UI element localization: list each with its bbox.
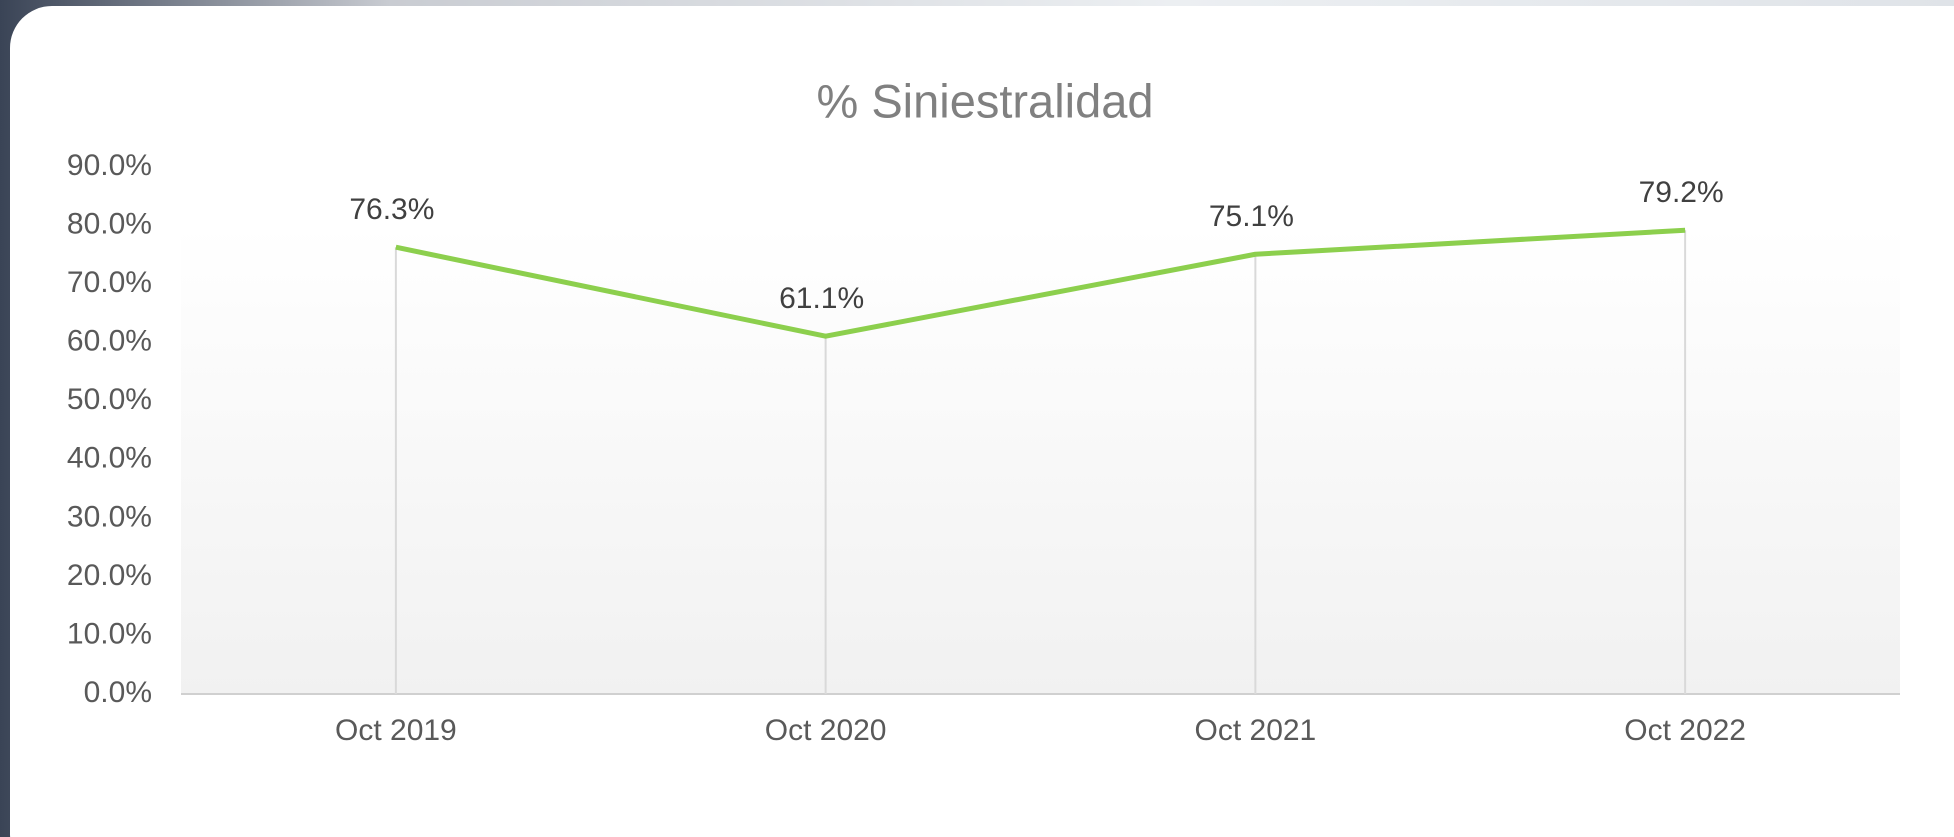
y-tick-label: 0.0% — [84, 676, 152, 709]
page: {"chart_data": {"type": "line", "title":… — [0, 0, 1954, 837]
y-tick-label: 20.0% — [67, 559, 152, 592]
x-tick-label: Oct 2021 — [1195, 714, 1317, 747]
y-tick-label: 40.0% — [67, 442, 152, 475]
y-tick-label: 30.0% — [67, 500, 152, 533]
y-tick-label: 80.0% — [67, 207, 152, 240]
y-tick-label: 90.0% — [67, 149, 152, 182]
x-tick-label: Oct 2020 — [765, 714, 887, 747]
data-label: 76.3% — [349, 193, 434, 226]
data-label: 61.1% — [779, 282, 864, 315]
x-tick-label: Oct 2022 — [1624, 714, 1746, 747]
chart: % Siniestralidad 0.0% 10.0% 20.0% 30.0% 40.0… — [0, 0, 1954, 837]
data-label: 79.2% — [1639, 176, 1724, 209]
x-tick-label: Oct 2019 — [335, 714, 457, 747]
y-tick-label: 50.0% — [67, 383, 152, 416]
data-label: 75.1% — [1209, 200, 1294, 233]
y-tick-label: 10.0% — [67, 617, 152, 650]
y-tick-label: 70.0% — [67, 266, 152, 299]
chart-title: % Siniestralidad — [816, 74, 1153, 127]
y-tick-label: 60.0% — [67, 325, 152, 358]
